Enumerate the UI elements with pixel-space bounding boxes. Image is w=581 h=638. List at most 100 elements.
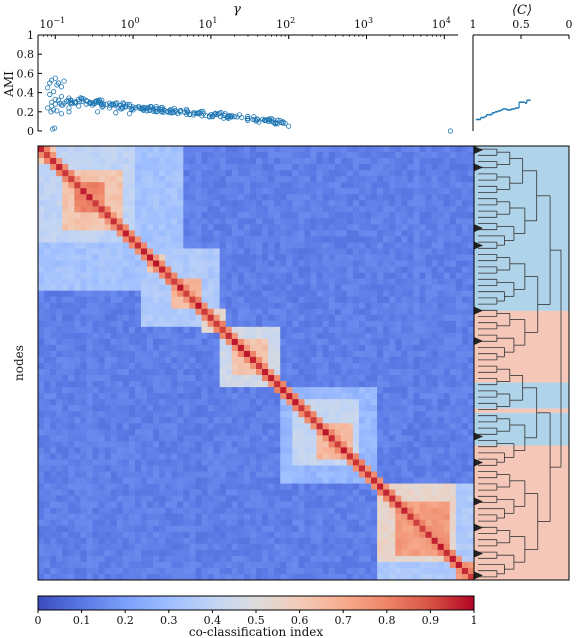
heatmap-cell: [171, 375, 178, 382]
heatmap-cell: [449, 326, 457, 334]
heatmap-cell: [340, 176, 348, 183]
heatmap-cell: [159, 477, 166, 484]
scatter-point: [153, 106, 160, 112]
heatmap-cell: [383, 459, 390, 466]
heatmap-cell: [334, 381, 342, 388]
heatmap-cell: [431, 513, 439, 521]
heatmap-cell: [140, 278, 148, 286]
heatmap-cell: [256, 152, 263, 159]
heatmap-cell: [401, 441, 408, 448]
heatmap-cell: [201, 158, 208, 165]
heatmap-cell: [425, 399, 433, 406]
heatmap-cell: [177, 387, 184, 394]
heatmap-cell: [401, 387, 408, 394]
heatmap-cell: [292, 188, 299, 195]
heatmap-cell: [407, 248, 414, 255]
heatmap-cell: [310, 381, 317, 388]
heatmap-cell: [128, 453, 136, 460]
heatmap-cell: [189, 158, 196, 165]
heatmap-cell: [389, 254, 396, 261]
heatmap-cell: [286, 260, 293, 267]
heatmap-cell: [195, 206, 202, 213]
heatmap-cell: [62, 519, 69, 527]
heatmap-cell: [334, 477, 342, 484]
heatmap-cell: [86, 206, 93, 213]
heatmap-cell: [304, 260, 311, 267]
heatmap-cell: [298, 429, 305, 436]
heatmap-cell: [62, 206, 69, 213]
heatmap-cell: [62, 513, 69, 521]
heatmap-cell: [352, 441, 360, 448]
heatmap-cell: [395, 471, 402, 478]
heatmap-cell: [395, 375, 402, 382]
heatmap-cell: [419, 224, 426, 231]
heatmap-cell: [128, 332, 136, 340]
heatmap-cell: [104, 290, 112, 298]
heatmap-cell: [225, 519, 233, 527]
heatmap-cell: [219, 266, 227, 273]
heatmap-cell: [304, 248, 311, 255]
heatmap-cell: [443, 507, 451, 515]
heatmap-cell: [358, 326, 366, 334]
heatmap-cell: [116, 236, 124, 243]
heatmap-cell: [431, 278, 439, 286]
heatmap-cell: [407, 308, 414, 316]
heatmap-cell: [280, 170, 287, 177]
heatmap-cell: [140, 224, 148, 231]
heatmap-cell: [134, 206, 142, 213]
heatmap-cell: [322, 326, 330, 334]
heatmap-cell: [38, 188, 45, 195]
heatmap-cell: [159, 423, 166, 430]
heatmap-cell: [86, 435, 93, 442]
heatmap-cell: [310, 411, 317, 418]
heatmap-cell: [231, 248, 239, 255]
heatmap-cell: [74, 525, 81, 533]
heatmap-cell: [165, 152, 172, 159]
heatmap-cell: [110, 170, 118, 177]
heatmap-cell: [128, 170, 136, 177]
heatmap-cell: [365, 483, 372, 490]
co-classification-heatmap: nodes: [12, 145, 475, 581]
heatmap-cell: [213, 272, 221, 280]
heatmap-cell: [280, 495, 287, 503]
heatmap-cell: [50, 200, 57, 207]
heatmap-cell: [50, 338, 57, 346]
heatmap-cell: [280, 453, 287, 460]
heatmap-cell: [80, 278, 87, 286]
heatmap-cell: [249, 284, 257, 292]
heatmap-cell: [371, 411, 378, 418]
heatmap-cell: [443, 369, 451, 376]
heatmap-cell: [207, 308, 215, 316]
heatmap-cell: [50, 332, 57, 340]
heatmap-cell: [377, 477, 384, 484]
heatmap-cell: [358, 194, 366, 201]
heatmap-cell: [183, 158, 190, 165]
heatmap-cell: [110, 296, 118, 304]
heatmap-cell: [401, 344, 408, 352]
heatmap-cell: [280, 387, 287, 394]
heatmap-cell: [298, 447, 305, 454]
heatmap-cell: [50, 405, 57, 412]
heatmap-cell: [195, 314, 202, 322]
heatmap-cell: [461, 356, 469, 364]
heatmap-cell: [455, 182, 463, 189]
heatmap-cell: [371, 278, 378, 286]
heatmap-cell: [171, 435, 178, 442]
heatmap-cell: [437, 489, 445, 497]
heatmap-cell: [237, 218, 245, 225]
heatmap-cell: [86, 453, 93, 460]
heatmap-cell: [461, 218, 469, 225]
heatmap-cell: [44, 254, 51, 261]
heatmap-cell: [80, 152, 87, 159]
heatmap-cell: [286, 525, 293, 533]
heatmap-cell: [346, 236, 354, 243]
heatmap-cell: [249, 338, 257, 346]
heatmap-cell: [467, 284, 475, 292]
heatmap-cell: [159, 441, 166, 448]
heatmap-cell: [134, 308, 142, 316]
heatmap-cell: [86, 266, 93, 273]
heatmap-cell: [377, 375, 384, 382]
heatmap-cell: [171, 381, 178, 388]
heatmap-cell: [171, 453, 178, 460]
heatmap-cell: [74, 326, 81, 334]
